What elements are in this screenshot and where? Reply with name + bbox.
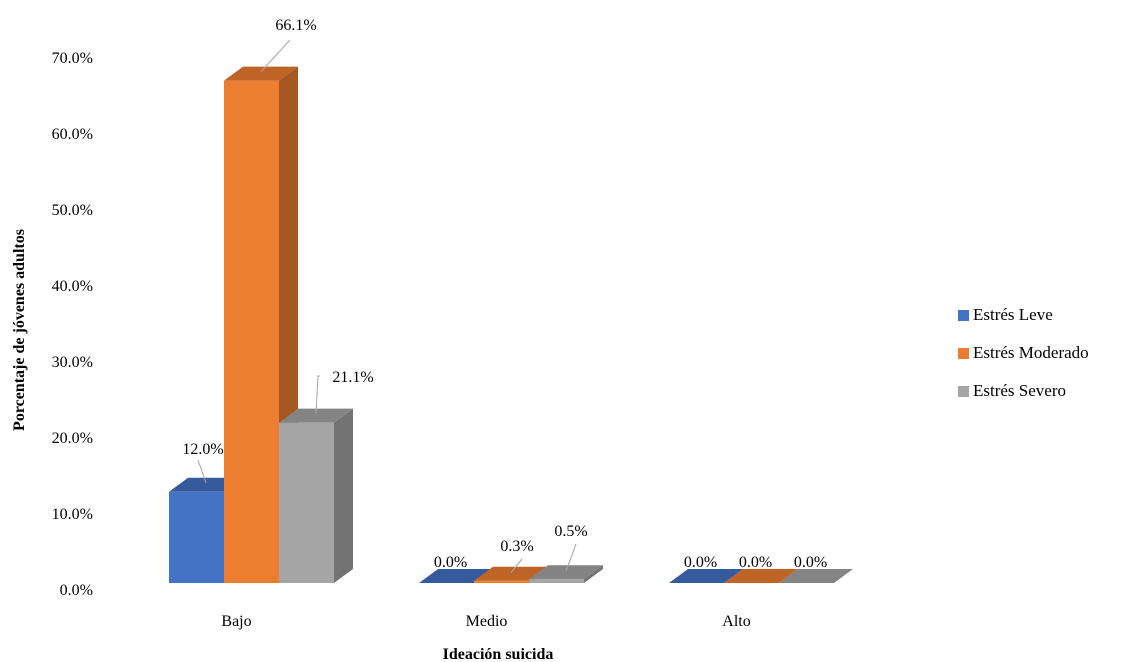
y-axis-title: Porcentaje de jóvenes adultos xyxy=(11,229,28,431)
legend-item: Estrés Moderado xyxy=(958,334,1089,372)
x-tick-label: Medio xyxy=(466,613,508,630)
bar xyxy=(529,565,603,583)
y-tick-label: 60.0% xyxy=(52,126,93,143)
bar xyxy=(279,408,353,583)
legend-label: Estrés Severo xyxy=(973,381,1067,400)
legend-swatch xyxy=(958,309,969,321)
y-axis: 0.0% 10.0% 20.0% 30.0% 40.0% 50.0% 60.0% 70.0% xyxy=(52,50,93,599)
data-labels: 12.0% 66.1% 21.1% 0.0% 0.3% 0.5% 0.0% 0.0% 0.0% xyxy=(182,17,827,574)
bar xyxy=(419,569,493,583)
y-tick-label: 20.0% xyxy=(52,430,93,447)
x-tick-label: Alto xyxy=(722,613,750,630)
y-tick-label: 40.0% xyxy=(52,278,93,295)
data-label: 21.1% xyxy=(332,369,373,386)
legend-label: Estrés Moderado xyxy=(973,343,1089,362)
bars xyxy=(169,66,853,583)
legend: Estrés Leve Estrés Moderado Estrés Severo xyxy=(958,296,1089,410)
bar xyxy=(224,66,298,583)
x-axis-title: Ideación suicida xyxy=(443,646,554,662)
legend-swatch xyxy=(958,347,969,359)
bar xyxy=(724,569,798,583)
data-label: 0.0% xyxy=(684,554,717,571)
bar xyxy=(669,569,743,583)
legend-item: Estrés Leve xyxy=(958,296,1089,334)
x-axis: Bajo Medio Alto xyxy=(221,613,750,630)
data-label: 0.3% xyxy=(500,538,533,555)
data-label: 0.0% xyxy=(794,554,827,571)
legend-label: Estrés Leve xyxy=(973,305,1053,324)
y-tick-label: 10.0% xyxy=(52,506,93,523)
data-label: 12.0% xyxy=(182,441,223,458)
legend-swatch xyxy=(958,385,969,397)
data-label: 0.0% xyxy=(434,554,467,571)
data-label: 0.5% xyxy=(554,523,587,540)
legend-item: Estrés Severo xyxy=(958,372,1089,410)
y-tick-label: 0.0% xyxy=(60,582,93,599)
data-label: 66.1% xyxy=(275,17,316,34)
y-tick-label: 50.0% xyxy=(52,202,93,219)
y-tick-label: 70.0% xyxy=(52,50,93,67)
bar xyxy=(779,569,853,583)
data-label: 0.0% xyxy=(739,554,772,571)
y-tick-label: 30.0% xyxy=(52,354,93,371)
x-tick-label: Bajo xyxy=(221,613,251,630)
